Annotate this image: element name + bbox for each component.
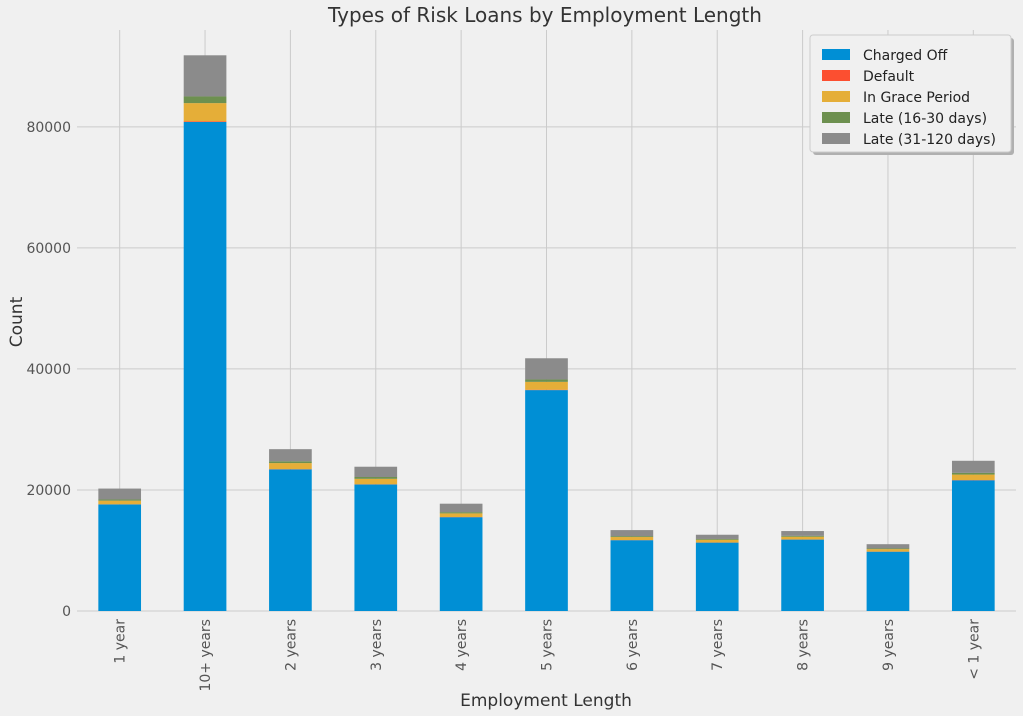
- bar-segment: [781, 539, 824, 611]
- bar-segment: [610, 530, 654, 537]
- x-tick-labels: 1 year 10+ years 2 years 3 years 4 years 5 ye…: [113, 619, 983, 692]
- bar-segment: [354, 466, 398, 478]
- legend-swatch: [822, 91, 850, 102]
- x-tick-label: 5 years: [540, 619, 556, 671]
- bar-segment: [695, 534, 739, 539]
- bar-segment: [525, 358, 568, 380]
- bar-segment: [439, 512, 483, 514]
- x-tick-label: 3 years: [369, 619, 385, 671]
- bar-segment: [866, 544, 910, 549]
- bars: [98, 55, 995, 611]
- bar-segment: [98, 500, 142, 505]
- bar-segment: [866, 548, 910, 550]
- bar-segment: [354, 478, 398, 485]
- legend-label: Late (16-30 days): [863, 111, 987, 127]
- bar-segment: [98, 488, 142, 500]
- bar-segment: [439, 513, 483, 518]
- y-tick-label: 40000: [26, 362, 71, 378]
- bar-segment: [98, 504, 142, 611]
- x-tick-label: 1 year: [113, 619, 129, 664]
- legend-swatch: [822, 133, 850, 144]
- x-tick-label: 6 years: [625, 619, 641, 671]
- bar-segment: [183, 96, 227, 104]
- legend-label: Default: [863, 69, 915, 85]
- chart-title: Types of Risk Loans by Employment Length: [327, 3, 762, 27]
- bar-segment: [695, 538, 739, 540]
- bar-segment: [781, 535, 824, 537]
- bar-segment: [781, 536, 824, 540]
- legend: Charged Off Default In Grace Period Late (1…: [809, 34, 1014, 155]
- legend-label: In Grace Period: [863, 90, 970, 106]
- bar-segment: [525, 381, 568, 390]
- bar-segment: [781, 531, 824, 536]
- bar-segment: [610, 537, 654, 541]
- x-tick-label: 2 years: [283, 619, 299, 671]
- legend-label: Late (31-120 days): [863, 132, 996, 148]
- bar-segment: [439, 503, 483, 513]
- bar-segment: [951, 480, 995, 611]
- bar-segment: [183, 121, 227, 122]
- x-axis-label: Employment Length: [460, 691, 632, 711]
- bar-segment: [525, 379, 568, 382]
- y-tick-labels: 0 20000 40000 60000 80000: [26, 120, 71, 620]
- bar-segment: [695, 539, 739, 543]
- bar-segment: [439, 517, 483, 611]
- bar-segment: [610, 536, 654, 538]
- x-tick-label: 10+ years: [198, 619, 214, 692]
- grid: [77, 30, 1016, 612]
- legend-swatch: [822, 112, 850, 123]
- x-tick-label: 7 years: [710, 619, 726, 671]
- x-tick-label: < 1 year: [966, 619, 982, 680]
- bar-segment: [183, 103, 227, 122]
- bar-segment: [269, 463, 312, 470]
- bar-segment: [866, 551, 910, 611]
- bar-segment: [866, 549, 910, 552]
- y-tick-label: 20000: [26, 483, 71, 499]
- bar-segment: [951, 474, 995, 481]
- bar-segment: [354, 477, 398, 479]
- legend-box: [809, 34, 1012, 153]
- bar-segment: [183, 121, 227, 611]
- x-tick-label: 9 years: [881, 619, 897, 671]
- bar-segment: [354, 484, 398, 611]
- legend-swatch: [822, 49, 850, 60]
- bar-segment: [269, 449, 312, 462]
- bar-segment: [98, 499, 142, 501]
- bar-segment: [695, 542, 739, 611]
- x-tick-label: 8 years: [796, 619, 812, 671]
- x-tick-label: 4 years: [454, 619, 470, 671]
- bar-segment: [610, 540, 654, 611]
- bar-segment: [951, 460, 995, 473]
- y-tick-label: 60000: [26, 241, 71, 257]
- y-axis-label: Count: [7, 296, 27, 347]
- bar-segment: [525, 390, 568, 611]
- legend-swatch: [822, 70, 850, 81]
- legend-label: Charged Off: [863, 48, 948, 64]
- bar-segment: [951, 472, 995, 475]
- bar-segment: [269, 469, 312, 611]
- bar-segment: [183, 55, 227, 97]
- bar-segment: [269, 461, 312, 464]
- y-tick-label: 80000: [26, 120, 71, 136]
- y-tick-label: 0: [62, 604, 71, 620]
